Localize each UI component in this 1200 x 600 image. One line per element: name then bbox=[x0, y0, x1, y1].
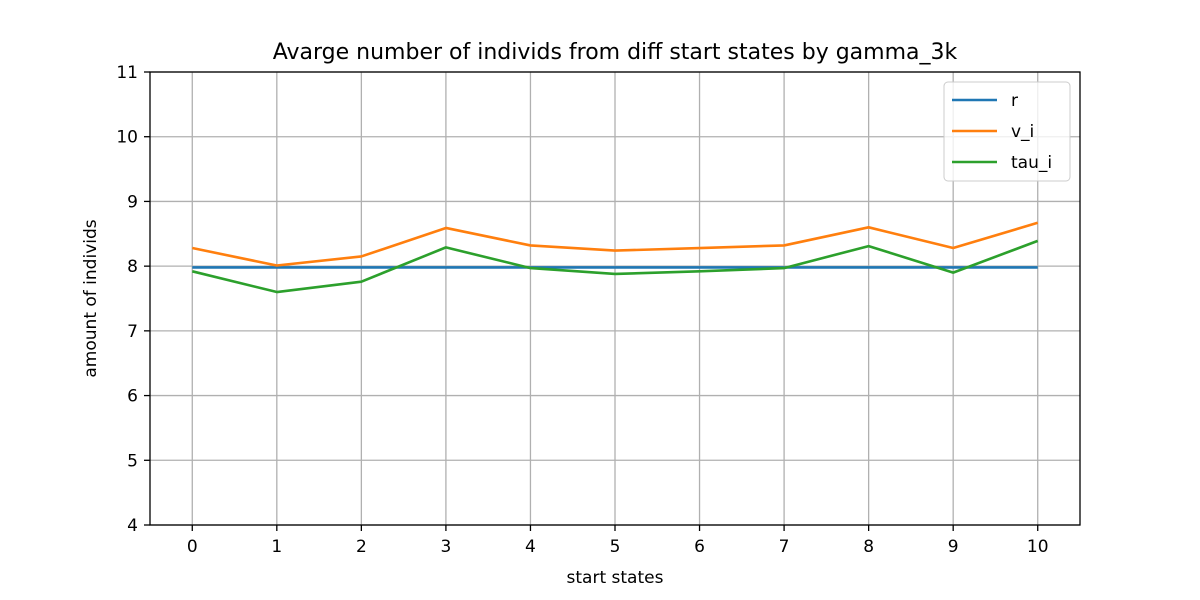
legend-box bbox=[943, 81, 1071, 182]
y-tick-label: 5 bbox=[127, 451, 138, 471]
x-tick-label: 9 bbox=[948, 537, 959, 557]
y-axis-label: amount of individs bbox=[81, 219, 101, 377]
x-tick-label: 5 bbox=[610, 537, 621, 557]
x-tick-label: 8 bbox=[863, 537, 874, 557]
series-lines bbox=[191, 221, 1039, 294]
x-tick-label: 4 bbox=[525, 537, 536, 557]
legend-label: tau_i bbox=[1011, 153, 1052, 173]
axis-ticks: 0 1 2 3 4 5 6 7 8 9 10 4 5 6 7 8 9 10 11 bbox=[116, 63, 1048, 557]
series-line-v-i bbox=[192, 221, 1039, 267]
series-line-tau-i bbox=[191, 239, 1039, 294]
y-tick-label: 8 bbox=[127, 257, 138, 277]
y-tick-label: 11 bbox=[116, 63, 138, 83]
x-tick-label: 3 bbox=[440, 537, 451, 557]
y-tick-label: 7 bbox=[127, 322, 138, 342]
y-tick-label: 6 bbox=[127, 387, 138, 407]
legend-label: v_i bbox=[1011, 122, 1034, 142]
x-tick-label: 6 bbox=[694, 537, 705, 557]
y-tick-label: 10 bbox=[116, 128, 138, 148]
x-tick-label: 2 bbox=[356, 537, 367, 557]
y-tick-label: 4 bbox=[127, 516, 138, 536]
x-tick-label: 7 bbox=[779, 537, 790, 557]
chart-title: Avarge number of individs from diff star… bbox=[273, 40, 958, 65]
y-tick-label: 9 bbox=[127, 192, 138, 212]
legend-label: r bbox=[1011, 91, 1018, 111]
x-tick-label: 10 bbox=[1027, 537, 1049, 557]
x-tick-label: 0 bbox=[187, 537, 198, 557]
legend: r v_i tau_i bbox=[943, 81, 1071, 182]
x-tick-label: 1 bbox=[271, 537, 282, 557]
x-axis-label: start states bbox=[567, 568, 664, 588]
